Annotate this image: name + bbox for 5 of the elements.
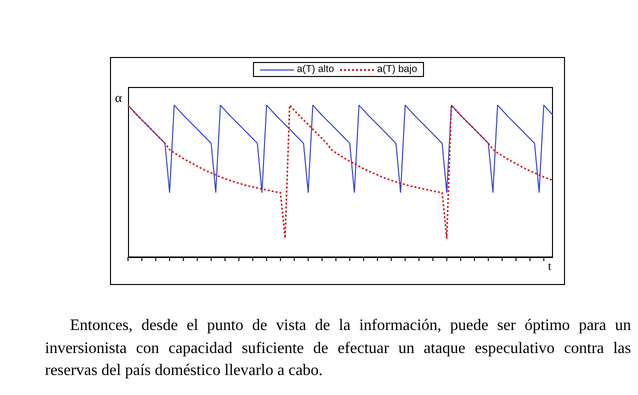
legend-label: a(T) bajo (377, 64, 418, 75)
x-axis-title: t (548, 259, 552, 274)
legend-label: a(T) alto (296, 64, 334, 75)
y-axis-title: α (115, 90, 122, 106)
text: Entonces, desde el punto de vista de la información, puede ser óptimo para un inversionista con capacidad suficiente de efectuar un ataque especulativo contra las reservas del país doméstico llevarlo a cabo. (45, 316, 631, 381)
